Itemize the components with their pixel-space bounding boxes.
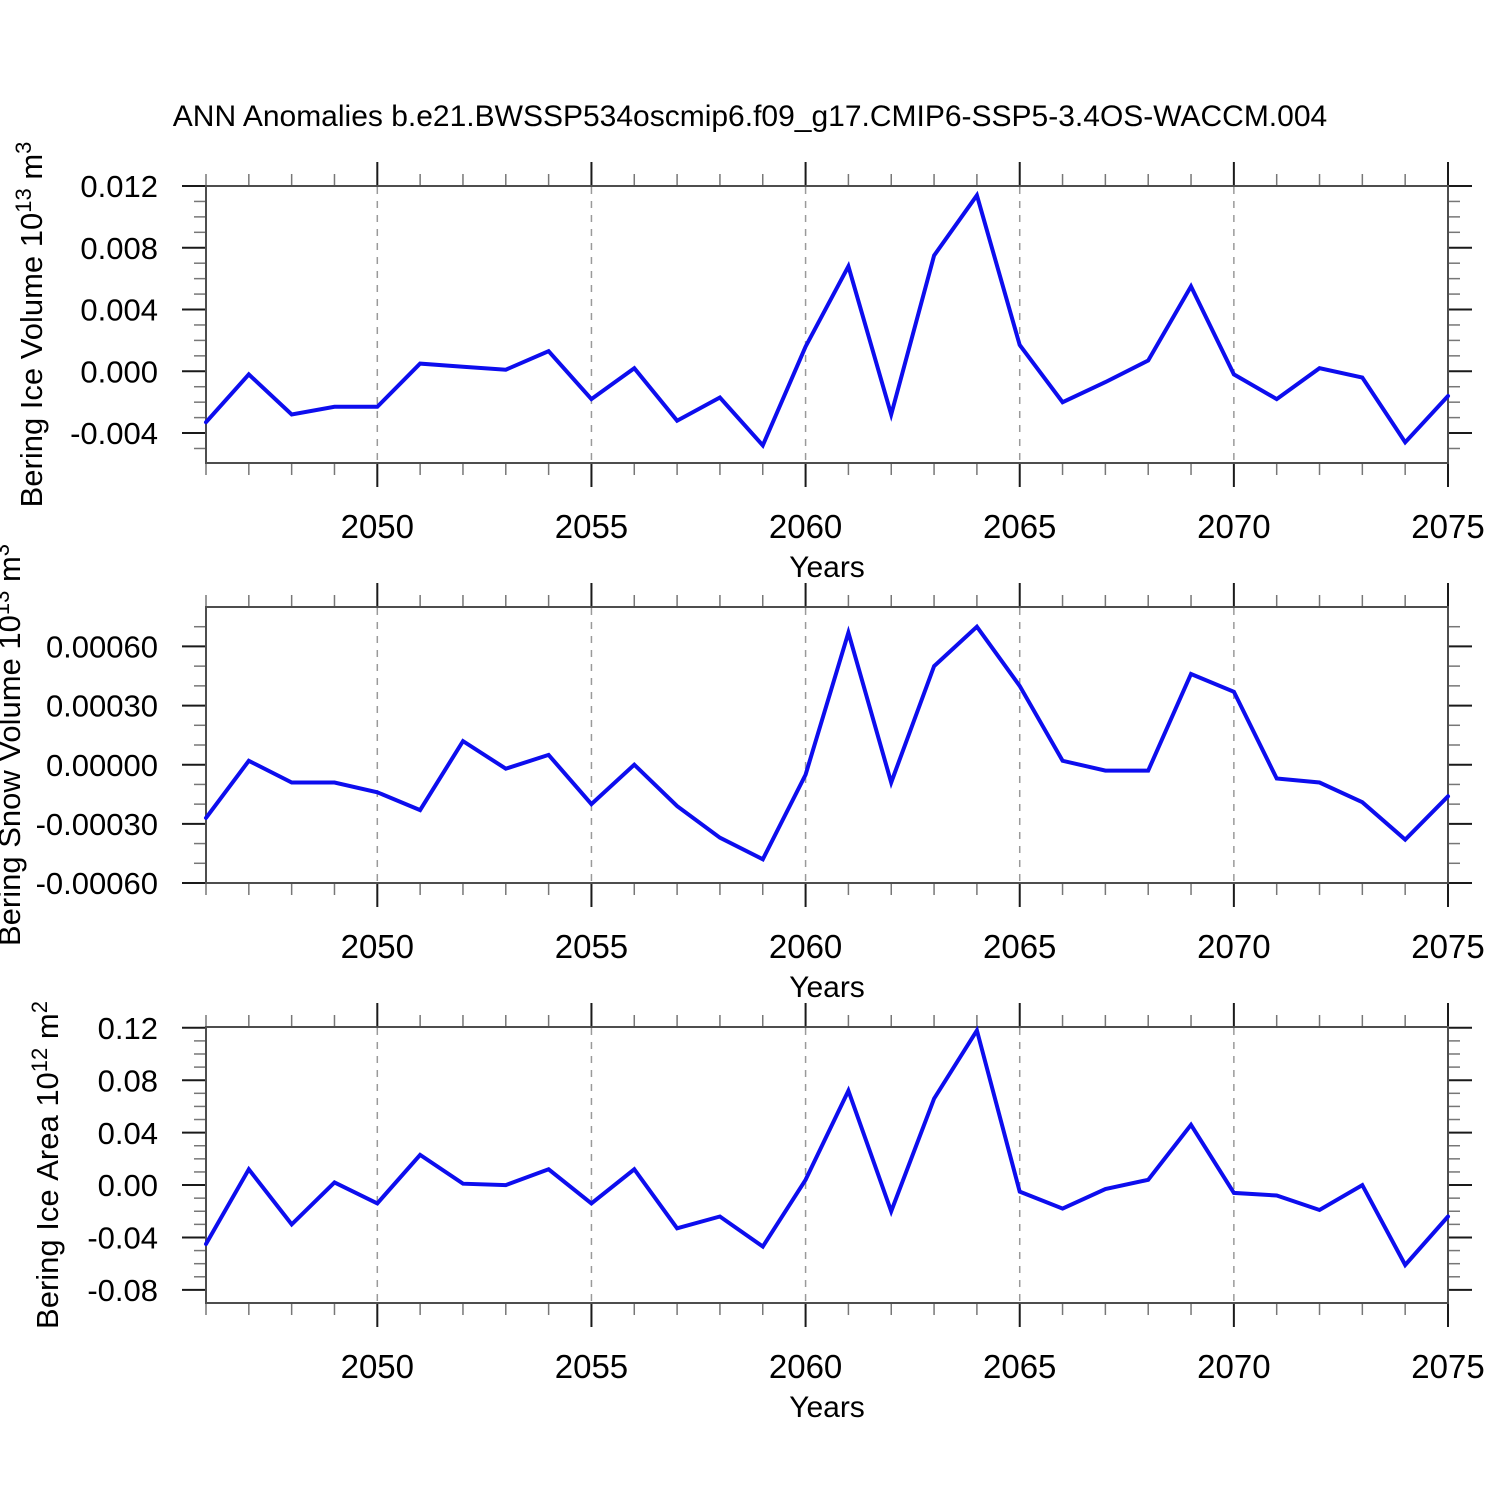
y-tick-label: 0.00030 xyxy=(46,689,158,724)
y-tick-label: 0.008 xyxy=(80,231,158,266)
y-tick-label: -0.00030 xyxy=(36,807,158,842)
x-tick-label: 2050 xyxy=(341,928,414,965)
y-tick-label: 0.04 xyxy=(98,1116,158,1151)
x-axis-title: Years xyxy=(789,971,865,1004)
y-tick-label: 0.004 xyxy=(80,293,158,328)
bering-ice-volume-y-axis-title: Bering Ice Volume 1013 m3 xyxy=(11,142,49,508)
x-tick-label: 2055 xyxy=(555,928,628,965)
y-tick-label: 0.12 xyxy=(98,1011,158,1046)
y-tick-label: 0.00 xyxy=(98,1168,158,1203)
y-tick-label: -0.04 xyxy=(87,1221,158,1256)
x-tick-label: 2070 xyxy=(1197,508,1270,545)
x-tick-label: 2075 xyxy=(1411,1348,1484,1385)
page-title: ANN Anomalies b.e21.BWSSP534oscmip6.f09_… xyxy=(172,100,1328,133)
x-tick-label: 2060 xyxy=(769,928,842,965)
bering-snow-volume-y-axis-title: Bering Snow Volume 1013 m3 xyxy=(0,544,27,946)
x-tick-label: 2060 xyxy=(769,1348,842,1385)
bering-ice-volume-data-line xyxy=(204,190,1450,450)
bering-ice-area-y-axis-title: Bering Ice Area 1012 m2 xyxy=(27,1001,65,1329)
x-tick-label: 2075 xyxy=(1411,928,1484,965)
x-tick-label: 2070 xyxy=(1197,1348,1270,1385)
y-tick-label: 0.000 xyxy=(80,354,158,389)
x-axis-title: Years xyxy=(789,551,865,584)
plot-frame xyxy=(205,1026,1449,1304)
y-tick-label: 0.08 xyxy=(98,1063,158,1098)
y-tick-label: -0.00060 xyxy=(36,866,158,901)
x-tick-label: 2060 xyxy=(769,508,842,545)
y-tick-label: 0.00060 xyxy=(46,630,158,665)
x-tick-label: 2070 xyxy=(1197,928,1270,965)
x-tick-label: 2050 xyxy=(341,508,414,545)
x-tick-label: 2055 xyxy=(555,1348,628,1385)
x-tick-label: 2065 xyxy=(983,508,1056,545)
x-tick-label: 2065 xyxy=(983,928,1056,965)
bering-snow-volume-data-line xyxy=(204,623,1450,862)
plot-frame xyxy=(205,606,1449,884)
x-tick-label: 2050 xyxy=(341,1348,414,1385)
x-tick-label: 2055 xyxy=(555,508,628,545)
y-tick-label: -0.08 xyxy=(87,1273,158,1308)
x-tick-label: 2065 xyxy=(983,1348,1056,1385)
plot-frame xyxy=(205,185,1449,464)
bering-ice-area-data-line xyxy=(204,1025,1450,1269)
y-tick-label: 0.00000 xyxy=(46,748,158,783)
x-axis-title: Years xyxy=(789,1391,865,1424)
y-tick-label: -0.004 xyxy=(70,416,158,451)
y-tick-label: 0.012 xyxy=(80,169,158,204)
x-tick-label: 2075 xyxy=(1411,508,1484,545)
